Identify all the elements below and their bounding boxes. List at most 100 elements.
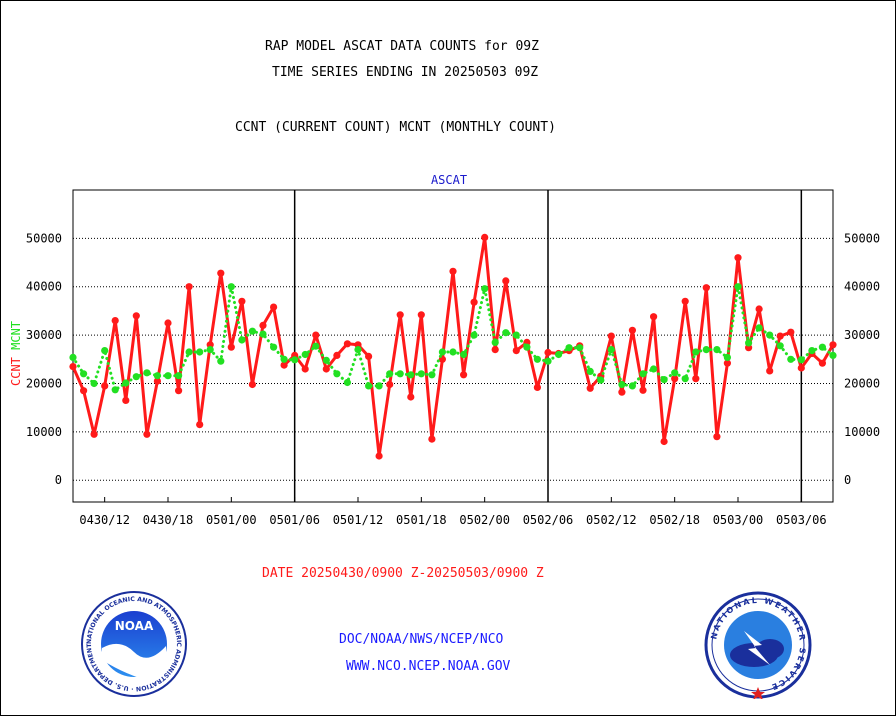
mcnt-point xyxy=(734,283,742,291)
mcnt-point xyxy=(745,339,753,347)
mcnt-point xyxy=(396,370,404,378)
y-tick-labels-right: 0 10000 20000 30000 40000 50000 xyxy=(844,231,880,487)
mcnt-point xyxy=(586,367,594,375)
mcnt-point xyxy=(755,324,763,332)
title-line-3: CCNT (CURRENT COUNT) MCNT (MONTHLY COUNT… xyxy=(235,120,556,135)
mcnt-point xyxy=(153,372,161,380)
ccnt-point xyxy=(660,437,668,446)
x-tick-label: 0503/00 xyxy=(713,513,764,527)
ccnt-point xyxy=(776,332,784,340)
ccnt-point xyxy=(365,352,373,360)
mcnt-point xyxy=(280,355,288,363)
mcnt-point xyxy=(787,355,795,363)
mcnt-point xyxy=(206,346,214,354)
x-tick-label: 0502/18 xyxy=(649,513,700,527)
mcnt-point xyxy=(576,344,584,352)
ccnt-point xyxy=(491,346,499,354)
mcnt-point xyxy=(90,379,98,388)
mcnt-point xyxy=(354,346,362,354)
noaa-logo: NATIONAL OCEANIC AND ATMOSPHERIC ADMINIS… xyxy=(80,590,187,697)
x-tick-labels: 0430/12 0430/18 0501/00 0501/06 0501/12 0501/… xyxy=(79,497,827,527)
x-tick-label: 0501/12 xyxy=(333,513,384,527)
ccnt-point xyxy=(829,341,837,349)
mcnt-point xyxy=(365,382,373,390)
ccnt-point xyxy=(280,361,288,369)
ccnt-point xyxy=(343,340,351,348)
mcnt-point xyxy=(723,353,732,361)
ccnt-point xyxy=(639,386,647,394)
mcnt-point xyxy=(270,343,278,351)
y-axis-label-ccnt: CCNT xyxy=(9,350,23,386)
mcnt-point xyxy=(333,370,341,378)
mcnt-point xyxy=(502,329,510,337)
ccnt-point xyxy=(544,348,552,357)
y-tick-label-left: 20000 xyxy=(26,376,62,390)
mcnt-point xyxy=(565,344,573,352)
mcnt-point xyxy=(555,350,563,359)
ccnt-point xyxy=(702,284,710,292)
mcnt-series xyxy=(69,283,837,394)
mcnt-point xyxy=(481,285,489,293)
mcnt-point xyxy=(766,331,774,339)
mcnt-point xyxy=(660,376,668,384)
mcnt-point xyxy=(607,346,615,354)
ccnt-point xyxy=(322,365,330,373)
ccnt-point xyxy=(164,319,172,327)
ccnt-point xyxy=(69,363,77,371)
ccnt-point xyxy=(628,326,637,334)
ccnt-point xyxy=(122,396,130,404)
x-tick-label: 0502/06 xyxy=(523,513,574,527)
mcnt-point xyxy=(196,348,204,356)
y-tick-label-left: 30000 xyxy=(26,328,62,342)
x-tick-label: 0501/06 xyxy=(269,513,320,527)
mcnt-point xyxy=(597,376,605,384)
mcnt-point xyxy=(227,283,235,291)
ccnt-point xyxy=(512,347,520,355)
y-tick-label-left: 0 xyxy=(55,473,62,487)
ccnt-point xyxy=(797,364,805,372)
mcnt-point xyxy=(417,370,425,378)
y-axis-label-mcnt: MCNT xyxy=(9,321,23,350)
ccnt-point xyxy=(428,435,436,443)
ccnt-point xyxy=(301,365,309,373)
mcnt-point xyxy=(628,382,637,390)
noaa-logo-text: NOAA xyxy=(115,619,154,633)
ccnt-point xyxy=(248,380,256,389)
mcnt-point xyxy=(470,331,478,339)
ccnt-point xyxy=(470,298,478,306)
mcnt-point xyxy=(248,327,256,335)
ccnt-point xyxy=(90,430,98,438)
ccnt-point xyxy=(449,267,457,275)
ccnt-point xyxy=(227,343,235,351)
mcnt-point xyxy=(639,370,647,378)
mcnt-point xyxy=(259,330,267,338)
y-tick-label-left: 10000 xyxy=(26,425,62,439)
website-link[interactable]: WWW.NCO.NCEP.NOAA.GOV xyxy=(346,659,511,674)
mcnt-point xyxy=(122,379,130,387)
title-line-1: RAP MODEL ASCAT DATA COUNTS for 09Z xyxy=(265,39,539,54)
ccnt-point xyxy=(185,283,193,291)
ccnt-point xyxy=(818,359,827,367)
ccnt-point xyxy=(407,393,415,401)
mcnt-point xyxy=(829,351,837,359)
ccnt-point xyxy=(766,367,774,375)
mcnt-point xyxy=(132,373,140,381)
mcnt-point xyxy=(692,348,700,356)
x-tick-label: 0501/00 xyxy=(206,513,257,527)
mcnt-point xyxy=(491,338,499,346)
ccnt-point xyxy=(692,375,700,383)
mcnt-point xyxy=(808,347,816,355)
y-tick-label-right: 30000 xyxy=(844,328,880,342)
y-axis-label: CCNT MCNT xyxy=(9,321,23,386)
ccnt-point xyxy=(132,312,140,320)
mcnt-point xyxy=(80,370,88,378)
ccnt-point xyxy=(259,321,267,329)
ccnt-point xyxy=(650,313,658,321)
x-tick-label: 0430/12 xyxy=(79,513,130,527)
y-tick-label-right: 20000 xyxy=(844,376,880,390)
mcnt-point xyxy=(671,369,679,377)
y-tick-label-right: 0 xyxy=(844,473,851,487)
mcnt-point xyxy=(681,375,689,383)
ccnt-point xyxy=(101,382,109,390)
y-tick-label-right: 40000 xyxy=(844,280,880,294)
